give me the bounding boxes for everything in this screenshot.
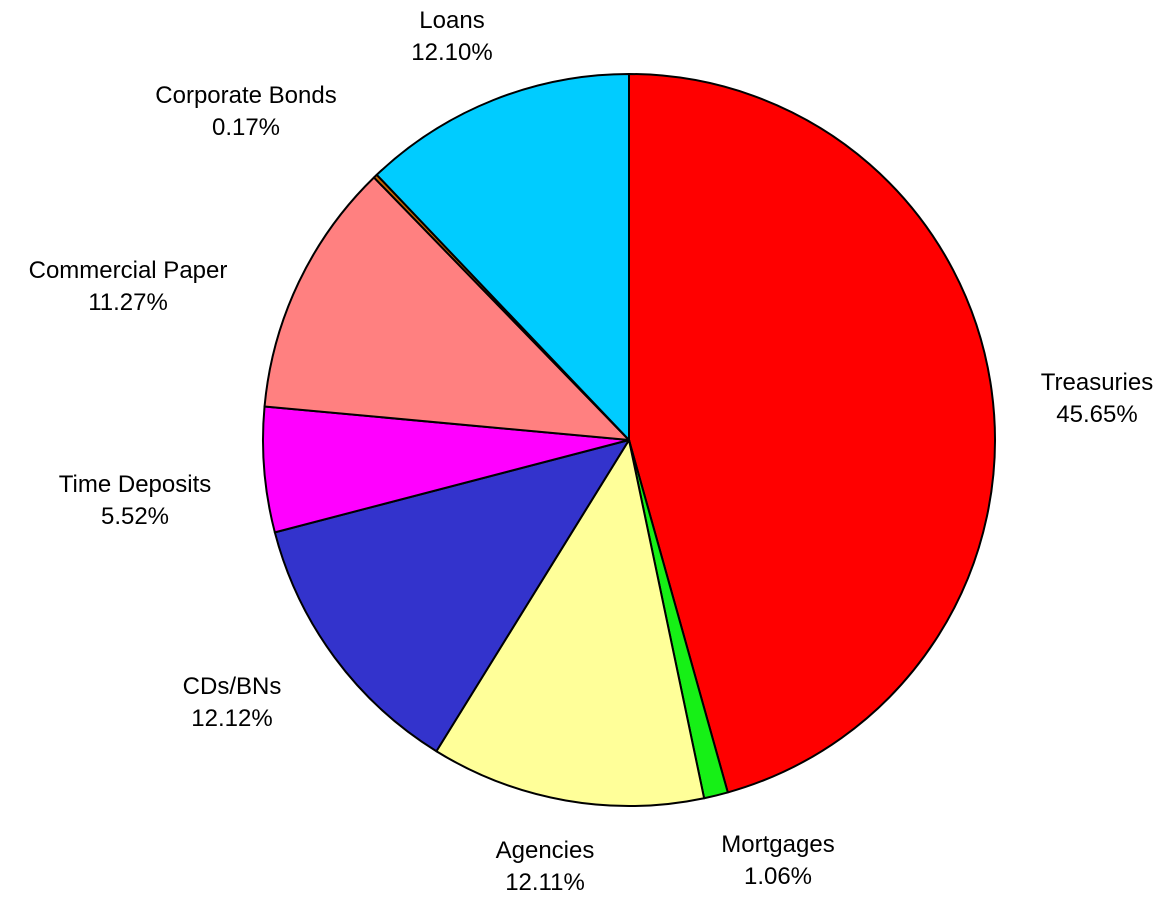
slice-label: Agencies (496, 837, 595, 864)
slice-label: Corporate Bonds (155, 82, 336, 109)
slice-percent-label: 0.17% (212, 114, 280, 141)
slice-percent-label: 12.12% (191, 705, 272, 732)
labels-layer: Treasuries 45.65% Mortgages 1.06% Agencies 12… (29, 7, 1154, 896)
pie-slice-cds-bns (273, 439, 630, 753)
slice-percent-label: 11.27% (88, 289, 168, 316)
slice-percent-label: 12.10% (411, 39, 492, 66)
slice-percent-label: 5.52% (101, 503, 169, 530)
slice-label: Commercial Paper (29, 257, 228, 284)
slice-percent-label: 45.65% (1056, 401, 1137, 428)
slice-label: Mortgages (721, 831, 834, 858)
pie-slice-commercial-paper (263, 176, 630, 441)
slice-label: CDs/BNs (183, 673, 282, 700)
slice-percent-label: 1.06% (744, 863, 812, 890)
pie-slice-loans (375, 73, 630, 441)
pie-slice-agencies (435, 439, 706, 807)
slice-label: Loans (419, 7, 484, 34)
slice-label: Time Deposits (59, 471, 211, 498)
slice-percent-label: 12.11% (505, 869, 585, 896)
slices-layer (262, 73, 996, 807)
pie-slice-treasuries (628, 73, 996, 794)
slice-label: Treasuries (1041, 369, 1153, 396)
